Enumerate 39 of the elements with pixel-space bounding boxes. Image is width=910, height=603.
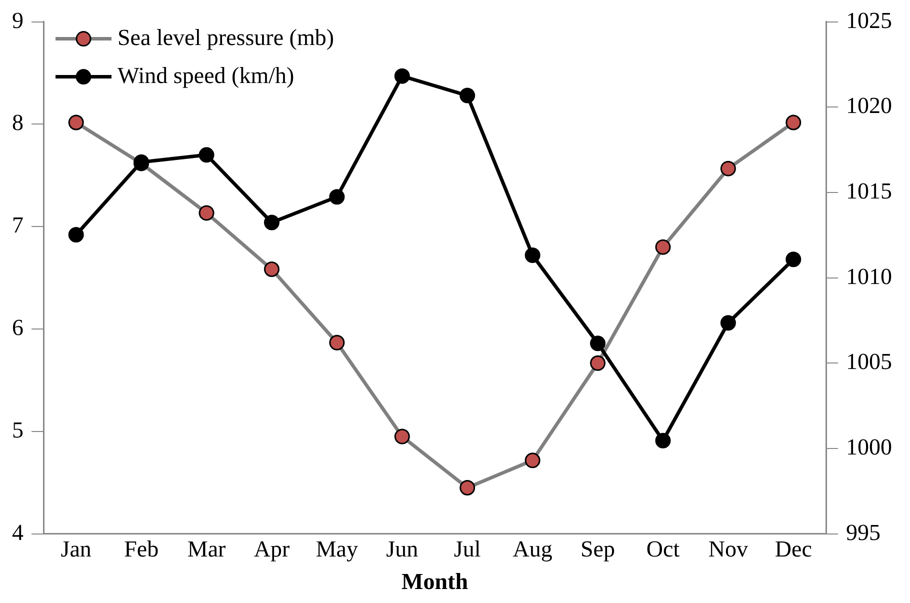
x-tick-label: Jan	[60, 536, 92, 562]
x-tick-label: Oct	[646, 536, 680, 562]
legend-label: Sea level pressure (mb)	[118, 24, 334, 50]
x-tick-label: Mar	[187, 536, 226, 562]
y-tick-label: 6	[12, 315, 24, 340]
y2-tick-label: 1010	[846, 264, 892, 289]
y-tick-label: 7	[12, 212, 24, 238]
y-tick-label: 5	[12, 417, 24, 442]
x-tick-label: Feb	[124, 536, 159, 562]
y-tick-label: 9	[12, 8, 24, 33]
point	[329, 189, 345, 205]
point	[68, 227, 84, 243]
y2-tick-label: 1005	[846, 349, 892, 374]
x-tick-label: Apr	[254, 536, 290, 562]
x-tick-label: Sep	[580, 536, 616, 562]
x-tick-label: Nov	[708, 536, 748, 562]
x-tick-label: Jul	[454, 536, 481, 562]
x-tick-label: Jun	[386, 536, 419, 562]
point	[264, 214, 280, 230]
x-tick-label: May	[316, 536, 359, 562]
point	[590, 336, 606, 352]
y-tick-label: 8	[12, 110, 24, 136]
x-tick-label: Aug	[512, 536, 553, 562]
point	[655, 432, 671, 448]
y2-tick-label: 1025	[846, 8, 892, 33]
x-tick-label: Dec	[774, 536, 812, 562]
legend-label: Wind speed (km/h)	[118, 62, 294, 88]
y2-tick-label: 1015	[846, 178, 892, 204]
y2-tick-label: 995	[846, 520, 880, 545]
x-axis-title: Month	[402, 569, 468, 594]
y2-tick-label: 1000	[846, 434, 892, 460]
point	[394, 68, 410, 84]
y-tick-label: 4	[12, 520, 24, 545]
point	[524, 248, 540, 264]
y2-tick-label: 1020	[846, 93, 892, 118]
point	[198, 147, 214, 163]
point	[460, 88, 476, 104]
point	[720, 315, 736, 331]
point	[786, 252, 802, 268]
